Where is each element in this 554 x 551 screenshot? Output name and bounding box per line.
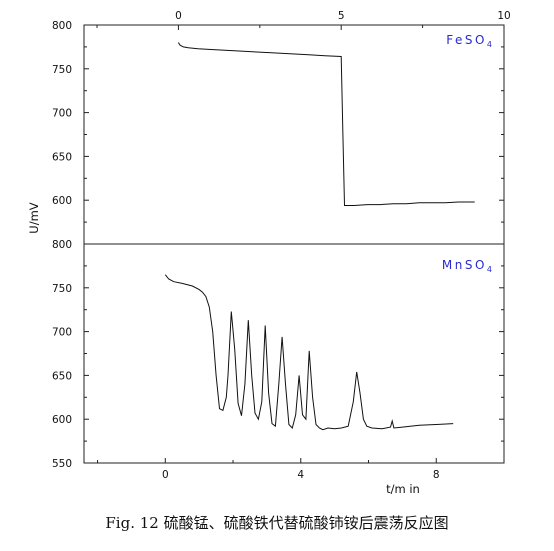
y-tick-label: 550 xyxy=(52,458,72,470)
y-tick-label: 650 xyxy=(52,370,72,382)
mnso4-legend: MnSO4 xyxy=(442,258,492,274)
mnso4-series-line xyxy=(164,274,454,431)
x-axis-title: t/m in xyxy=(386,482,420,496)
feso4-legend: FeSO4 xyxy=(446,33,492,49)
y-tick-label: 700 xyxy=(52,108,72,120)
y-tick-label: 650 xyxy=(52,151,72,163)
x-tick-label: 4 xyxy=(297,469,304,481)
x-tick-label: 10 xyxy=(497,10,510,22)
y-tick-label: 600 xyxy=(52,195,72,207)
x-tick-label: 8 xyxy=(433,469,440,481)
top-panel-frame xyxy=(83,24,505,245)
x-tick-label: 5 xyxy=(338,10,345,22)
bottom-panel-frame xyxy=(83,243,505,464)
x-tick-label: 0 xyxy=(175,10,182,22)
y-tick-label: 750 xyxy=(52,283,72,295)
bottom-panel-ticks xyxy=(84,243,505,464)
bottom-panel-tick-labels: 550 600 650 700 750 800 0 4 8 xyxy=(52,239,440,481)
y-axis-title: U/mV xyxy=(27,202,41,233)
x-tick-label: 0 xyxy=(162,469,169,481)
oscillation-figure: 600 650 700 750 800 0 5 10 550 600 650 700 750 800 0 4… xyxy=(27,10,511,496)
feso4-series-line xyxy=(177,42,475,206)
y-tick-label: 700 xyxy=(52,327,72,339)
figure-caption: Fig. 12 硫酸锰、硫酸铁代替硫酸铈铵后震荡反应图 xyxy=(105,514,449,532)
top-panel-tick-labels: 600 650 700 750 800 0 5 10 xyxy=(52,10,511,207)
y-tick-label: 800 xyxy=(52,20,72,32)
top-panel-ticks xyxy=(84,24,505,245)
y-tick-label: 750 xyxy=(52,64,72,76)
y-tick-label: 600 xyxy=(52,414,72,426)
y-tick-label: 800 xyxy=(52,239,72,251)
